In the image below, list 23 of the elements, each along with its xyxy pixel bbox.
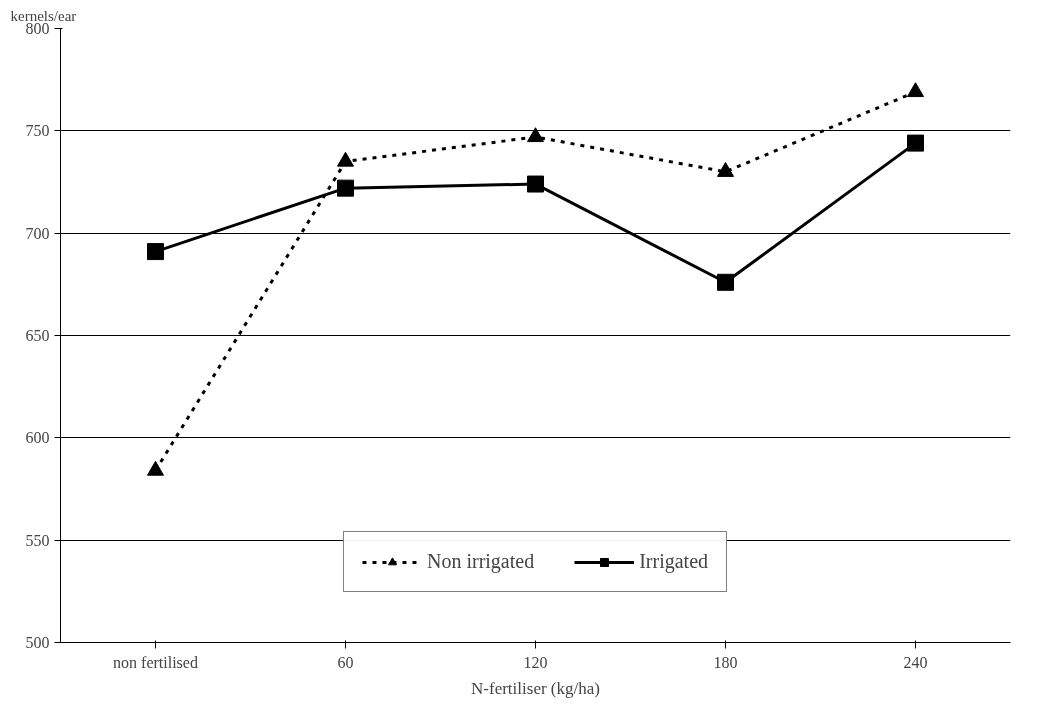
y-tick-label: 650 bbox=[25, 327, 50, 344]
y-tick-label: 700 bbox=[25, 224, 50, 242]
y-tick-label: 600 bbox=[25, 429, 50, 447]
y-tick-label: 500 bbox=[25, 634, 50, 651]
point bbox=[337, 151, 354, 167]
legend-label: Non irrigated bbox=[426, 550, 535, 573]
point bbox=[527, 175, 544, 193]
point bbox=[717, 273, 734, 291]
point bbox=[717, 162, 734, 177]
point bbox=[147, 243, 164, 261]
y-tick-label: 750 bbox=[25, 122, 50, 140]
point bbox=[527, 127, 544, 143]
point bbox=[907, 134, 924, 152]
x-tick-label: 60 bbox=[337, 653, 354, 671]
point bbox=[337, 179, 354, 197]
point bbox=[907, 82, 924, 98]
legend-label: Irrigated bbox=[639, 550, 709, 573]
x-axis-title: N-fertiliser (kg/ha) bbox=[471, 678, 600, 698]
y-tick-label: 550 bbox=[25, 531, 50, 549]
x-tick-label: 180 bbox=[713, 653, 738, 671]
x-tick-label: non fertilised bbox=[113, 653, 198, 671]
x-tick-label: 240 bbox=[903, 653, 928, 671]
x-tick-label: 120 bbox=[523, 653, 548, 671]
